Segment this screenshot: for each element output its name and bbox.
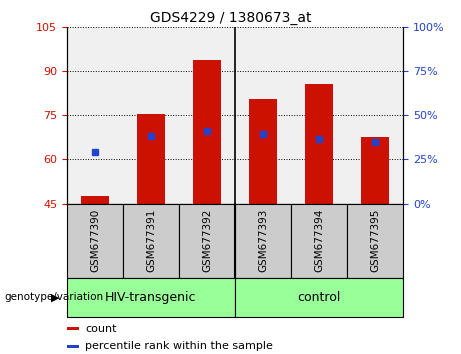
- Text: count: count: [85, 324, 117, 333]
- Text: GDS4229 / 1380673_at: GDS4229 / 1380673_at: [150, 11, 311, 25]
- Text: GSM677392: GSM677392: [202, 209, 212, 273]
- Bar: [81, 196, 109, 204]
- Text: GSM677395: GSM677395: [370, 209, 380, 273]
- Bar: [235, 278, 403, 317]
- Bar: [67, 345, 79, 348]
- Bar: [67, 327, 79, 330]
- Text: GSM677390: GSM677390: [90, 209, 100, 272]
- Text: genotype/variation: genotype/variation: [5, 292, 104, 302]
- Bar: [123, 204, 179, 278]
- Bar: [249, 99, 277, 204]
- Bar: [305, 84, 333, 204]
- Bar: [179, 204, 235, 278]
- Text: GSM677391: GSM677391: [146, 209, 156, 273]
- Bar: [235, 204, 291, 278]
- Bar: [137, 114, 165, 204]
- Text: ▶: ▶: [52, 292, 60, 302]
- Bar: [193, 61, 221, 204]
- Text: control: control: [297, 291, 341, 304]
- Text: GSM677393: GSM677393: [258, 209, 268, 273]
- Text: percentile rank within the sample: percentile rank within the sample: [85, 341, 273, 351]
- Bar: [67, 278, 235, 317]
- Text: HIV-transgenic: HIV-transgenic: [105, 291, 197, 304]
- Text: GSM677394: GSM677394: [314, 209, 324, 273]
- Bar: [67, 204, 123, 278]
- Bar: [361, 137, 390, 204]
- Bar: [291, 204, 347, 278]
- Bar: [347, 204, 403, 278]
